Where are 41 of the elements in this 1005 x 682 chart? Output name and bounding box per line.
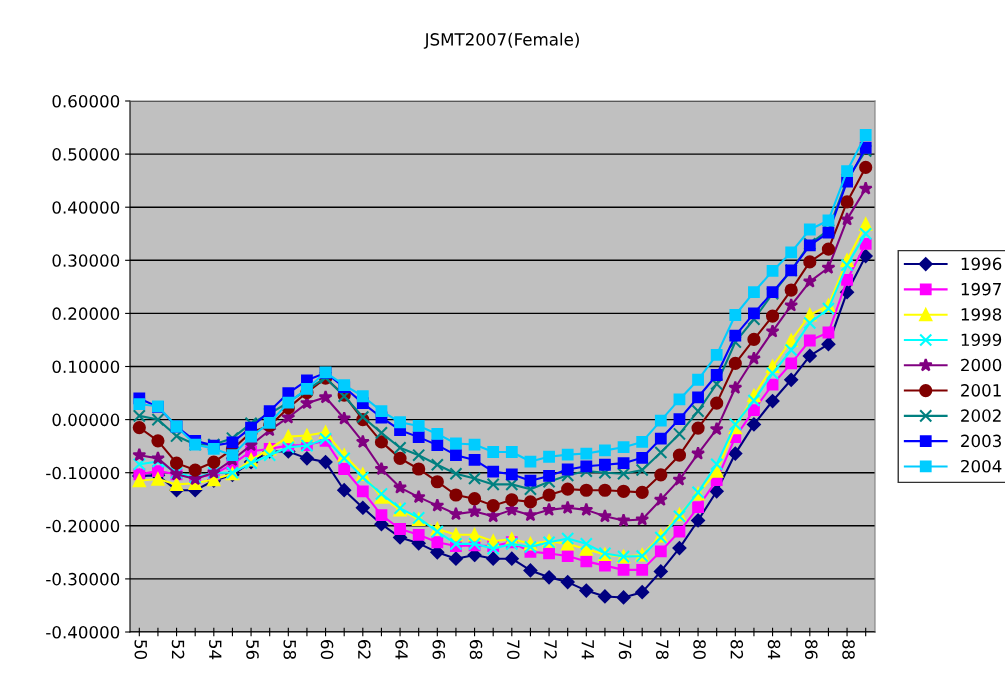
y-tick-label: 0.20000: [52, 307, 120, 320]
y-tick-label: 0.50000: [52, 148, 120, 161]
x-tick-label: 68: [469, 640, 483, 660]
x-tick-label: 76: [618, 640, 632, 660]
x-tick-label: 82: [730, 640, 744, 659]
x-tick-label: 74: [581, 640, 594, 660]
y-tick-label: 0.10000: [52, 360, 120, 374]
y-tick-label: -0.10000: [46, 466, 120, 480]
x-tick-label: 56: [246, 640, 259, 660]
y-tick-label: 0.40000: [52, 201, 120, 214]
x-tick-label: 80: [693, 640, 706, 660]
x-tick-label: 84: [767, 640, 781, 660]
legend-label: 2003: [961, 434, 1001, 448]
legend-label: 1997: [961, 282, 1001, 296]
legend-label: 1999: [961, 333, 1002, 347]
x-tick-label: 64: [395, 640, 408, 660]
legend-label: 1998: [961, 308, 1002, 321]
x-tick-label: 62: [357, 640, 371, 659]
chart-title: JSMT2007(Female): [423, 32, 579, 49]
x-tick-label: 88: [842, 640, 855, 660]
legend-label: 2001: [961, 384, 1001, 397]
x-tick-label: 78: [655, 640, 669, 660]
x-tick-label: 52: [171, 640, 185, 659]
x-tick-label: 70: [506, 640, 520, 660]
y-tick-label: -0.20000: [46, 519, 120, 533]
legend-label: 1996: [961, 257, 1002, 271]
y-tick-label: 0.30000: [52, 254, 120, 267]
x-tick-label: 86: [804, 640, 818, 660]
legend-label: 2004: [961, 459, 1002, 473]
y-tick-label: 0.00000: [52, 413, 120, 427]
y-tick-label: -0.30000: [46, 572, 120, 586]
x-tick-label: 50: [134, 640, 148, 660]
x-tick-label: 54: [208, 640, 222, 660]
legend-label: 2002: [961, 409, 1001, 422]
y-tick-label: -0.40000: [46, 625, 120, 639]
x-tick-label: 72: [544, 640, 557, 659]
x-tick-label: 66: [432, 640, 446, 660]
x-tick-label: 58: [283, 640, 297, 660]
legend-label: 2000: [961, 358, 1002, 372]
y-tick-label: 0.60000: [52, 94, 120, 108]
x-tick-label: 60: [320, 640, 334, 660]
